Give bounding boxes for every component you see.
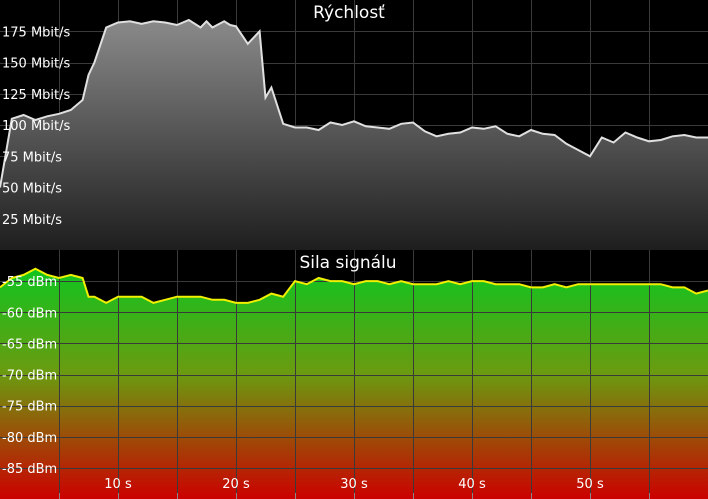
signal-line	[0, 267, 708, 305]
x-axis-ticks: 10 s 20 s 30 s 40 s 50 s	[104, 477, 604, 492]
signal-y-tick-label: -60 dBm	[2, 306, 57, 321]
x-tick-label: 20 s	[222, 477, 250, 492]
x-tick-label: 30 s	[340, 477, 368, 492]
signal-y-tick-label: -55 dBm	[2, 275, 57, 290]
signal-title: Sila signálu	[299, 253, 396, 273]
speed-y-tick-label: 75 Mbit/s	[2, 150, 62, 165]
speed-y-ticks: 25 Mbit/s 50 Mbit/s 75 Mbit/s 100 Mbit/s 125…	[2, 25, 71, 228]
signal-y-tick-label: -80 dBm	[2, 431, 57, 446]
signal-y-tick-label: -85 dBm	[2, 462, 57, 477]
x-tick-label: 40 s	[458, 477, 486, 492]
speed-y-tick-label: 50 Mbit/s	[2, 182, 62, 197]
speed-title: Rýchlosť	[313, 3, 385, 23]
speed-y-tick-label: 175 Mbit/s	[2, 25, 71, 40]
signal-y-ticks: -55 dBm -60 dBm -65 dBm -70 dBm -75 dBm -80 d…	[2, 275, 57, 477]
signal-grid	[0, 250, 708, 499]
speed-panel: 25 Mbit/s 50 Mbit/s 75 Mbit/s 100 Mbit/s 125…	[0, 0, 708, 250]
signal-y-tick-label: -70 dBm	[2, 369, 57, 384]
signal-y-tick-label: -65 dBm	[2, 337, 57, 352]
speed-y-tick-label: 125 Mbit/s	[2, 88, 71, 103]
speed-y-tick-label: 25 Mbit/s	[2, 213, 62, 228]
x-tick-label: 50 s	[576, 477, 604, 492]
x-tick-label: 10 s	[104, 477, 132, 492]
signal-panel: -55 dBm -60 dBm -65 dBm -70 dBm -75 dBm -80 d…	[0, 250, 708, 499]
speed-y-tick-label: 100 Mbit/s	[2, 119, 71, 134]
speed-y-tick-label: 150 Mbit/s	[2, 57, 71, 72]
speed-line	[0, 18, 708, 188]
signal-y-tick-label: -75 dBm	[2, 400, 57, 415]
speed-area	[0, 20, 708, 250]
